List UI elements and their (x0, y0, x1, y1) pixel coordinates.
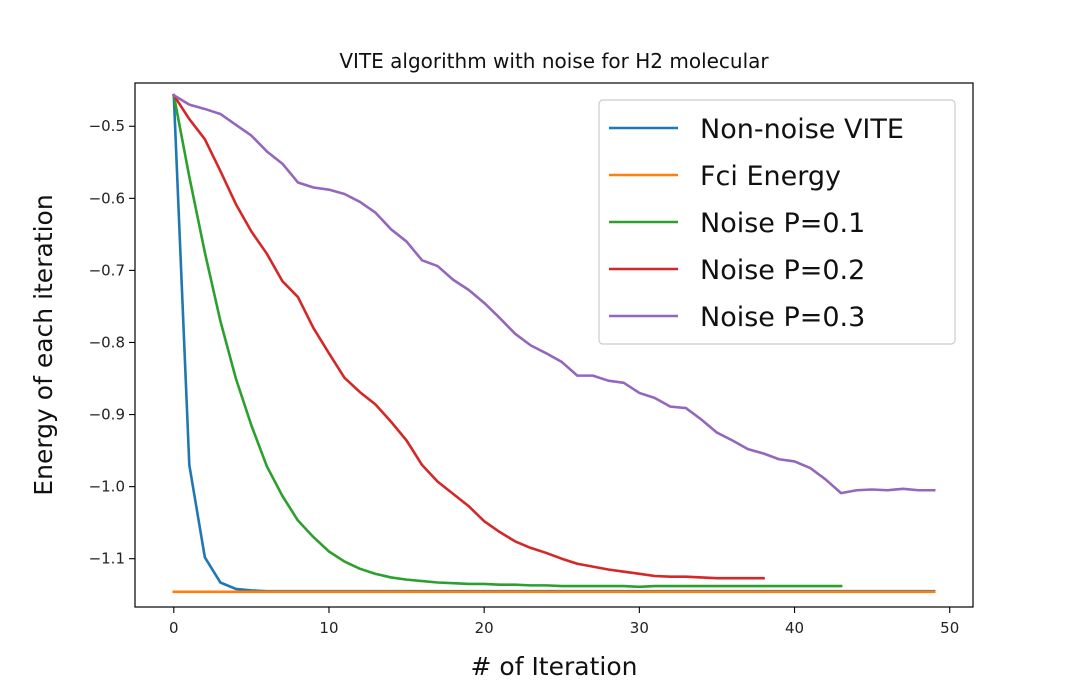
legend: Non-noise VITE Fci Energy Noise P=0.1 Noise… (598, 99, 956, 345)
y-axis-ticks: −1.1 −1.0 −0.9 −0.8 −0.7 −0.6 −0.5 (89, 117, 135, 568)
legend-label: Noise P=0.1 (700, 208, 865, 239)
y-axis-title: Energy of each iteration (29, 194, 58, 495)
y-tick-label: −0.5 (89, 117, 125, 135)
legend-label: Non-noise VITE (700, 114, 904, 145)
y-tick-label: −0.6 (89, 189, 125, 207)
plot-lines (172, 93, 936, 594)
x-tick-label: 10 (319, 619, 338, 637)
legend-label: Fci Energy (700, 161, 841, 192)
x-axis-title: # of Iteration (471, 652, 638, 681)
plot-frame (134, 82, 974, 608)
series-line-3 (172, 93, 765, 580)
series-line-2 (172, 93, 843, 589)
chart-title: VITE algorithm with noise for H2 molecul… (339, 49, 769, 73)
y-tick-label: −1.0 (89, 478, 125, 496)
legend-label: Noise P=0.2 (700, 255, 865, 286)
series-line-4 (172, 93, 936, 495)
x-tick-label: 40 (785, 619, 804, 637)
legend-label: Noise P=0.3 (700, 302, 865, 333)
x-tick-label: 30 (630, 619, 649, 637)
x-tick-label: 50 (940, 619, 959, 637)
y-tick-label: −0.7 (89, 261, 125, 279)
x-tick-label: 0 (169, 619, 179, 637)
x-axis-ticks: 0 10 20 30 40 50 (169, 607, 959, 637)
legend-box (598, 99, 956, 345)
y-tick-label: −0.9 (89, 406, 125, 424)
x-tick-label: 20 (475, 619, 494, 637)
y-tick-label: −0.8 (89, 333, 125, 351)
y-tick-label: −1.1 (89, 550, 125, 568)
